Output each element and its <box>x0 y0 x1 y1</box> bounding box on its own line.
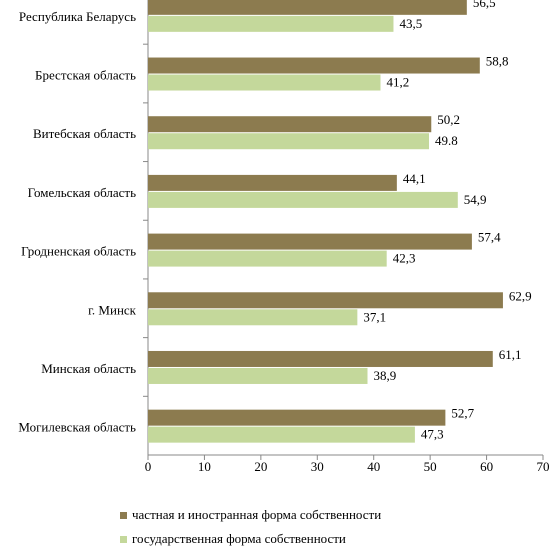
bar <box>148 191 458 208</box>
legend-swatch <box>120 536 127 543</box>
value-label: 43,5 <box>399 16 422 31</box>
x-tick-label: 70 <box>537 459 550 474</box>
bar <box>148 174 397 191</box>
y-tick-label: Гомельская область <box>28 185 136 200</box>
x-tick-label: 20 <box>254 459 267 474</box>
y-tick-label: Витебская область <box>33 126 136 141</box>
value-label: 50,2 <box>437 112 460 127</box>
bar <box>148 57 480 74</box>
legend-swatch <box>120 512 127 519</box>
bar <box>148 15 394 32</box>
y-tick-label: Гродненская область <box>21 244 136 259</box>
value-label: 57,4 <box>478 230 501 245</box>
value-label: 42,3 <box>393 251 416 266</box>
value-label: 62,9 <box>509 288 532 303</box>
y-tick-label: Могилевская область <box>18 420 136 435</box>
bar <box>148 309 358 326</box>
value-label: 56,5 <box>473 0 496 10</box>
value-label: 38,9 <box>374 368 397 383</box>
bar <box>148 250 387 267</box>
x-tick-label: 40 <box>367 459 380 474</box>
y-tick-label: Минская область <box>41 361 136 376</box>
bar <box>148 367 368 384</box>
value-label: 44,1 <box>403 171 426 186</box>
y-tick-label: Брестская область <box>35 68 136 83</box>
bar <box>148 426 415 443</box>
bar <box>148 0 467 15</box>
legend-label: частная и иностранная форма собственност… <box>132 507 381 522</box>
value-label: 49.8 <box>435 133 458 148</box>
value-label: 61,1 <box>499 347 522 362</box>
x-tick-label: 50 <box>424 459 437 474</box>
value-label: 52,7 <box>451 406 474 421</box>
value-label: 58,8 <box>486 54 509 69</box>
bar <box>148 233 472 250</box>
bar <box>148 292 503 309</box>
y-tick-label: г. Минск <box>88 302 137 317</box>
bar <box>148 116 432 133</box>
x-tick-label: 30 <box>311 459 324 474</box>
y-tick-label: Республика Беларусь <box>19 9 136 24</box>
bar <box>148 409 446 426</box>
value-label: 37,1 <box>363 309 386 324</box>
bar <box>148 133 430 150</box>
bar <box>148 350 493 367</box>
value-label: 54,9 <box>464 192 487 207</box>
legend-label: государственная форма собственности <box>132 531 346 546</box>
x-tick-label: 60 <box>480 459 493 474</box>
x-tick-label: 0 <box>145 459 152 474</box>
x-tick-label: 10 <box>198 459 211 474</box>
value-label: 47,3 <box>421 427 444 442</box>
value-label: 41,2 <box>386 75 409 90</box>
bar <box>148 74 381 91</box>
